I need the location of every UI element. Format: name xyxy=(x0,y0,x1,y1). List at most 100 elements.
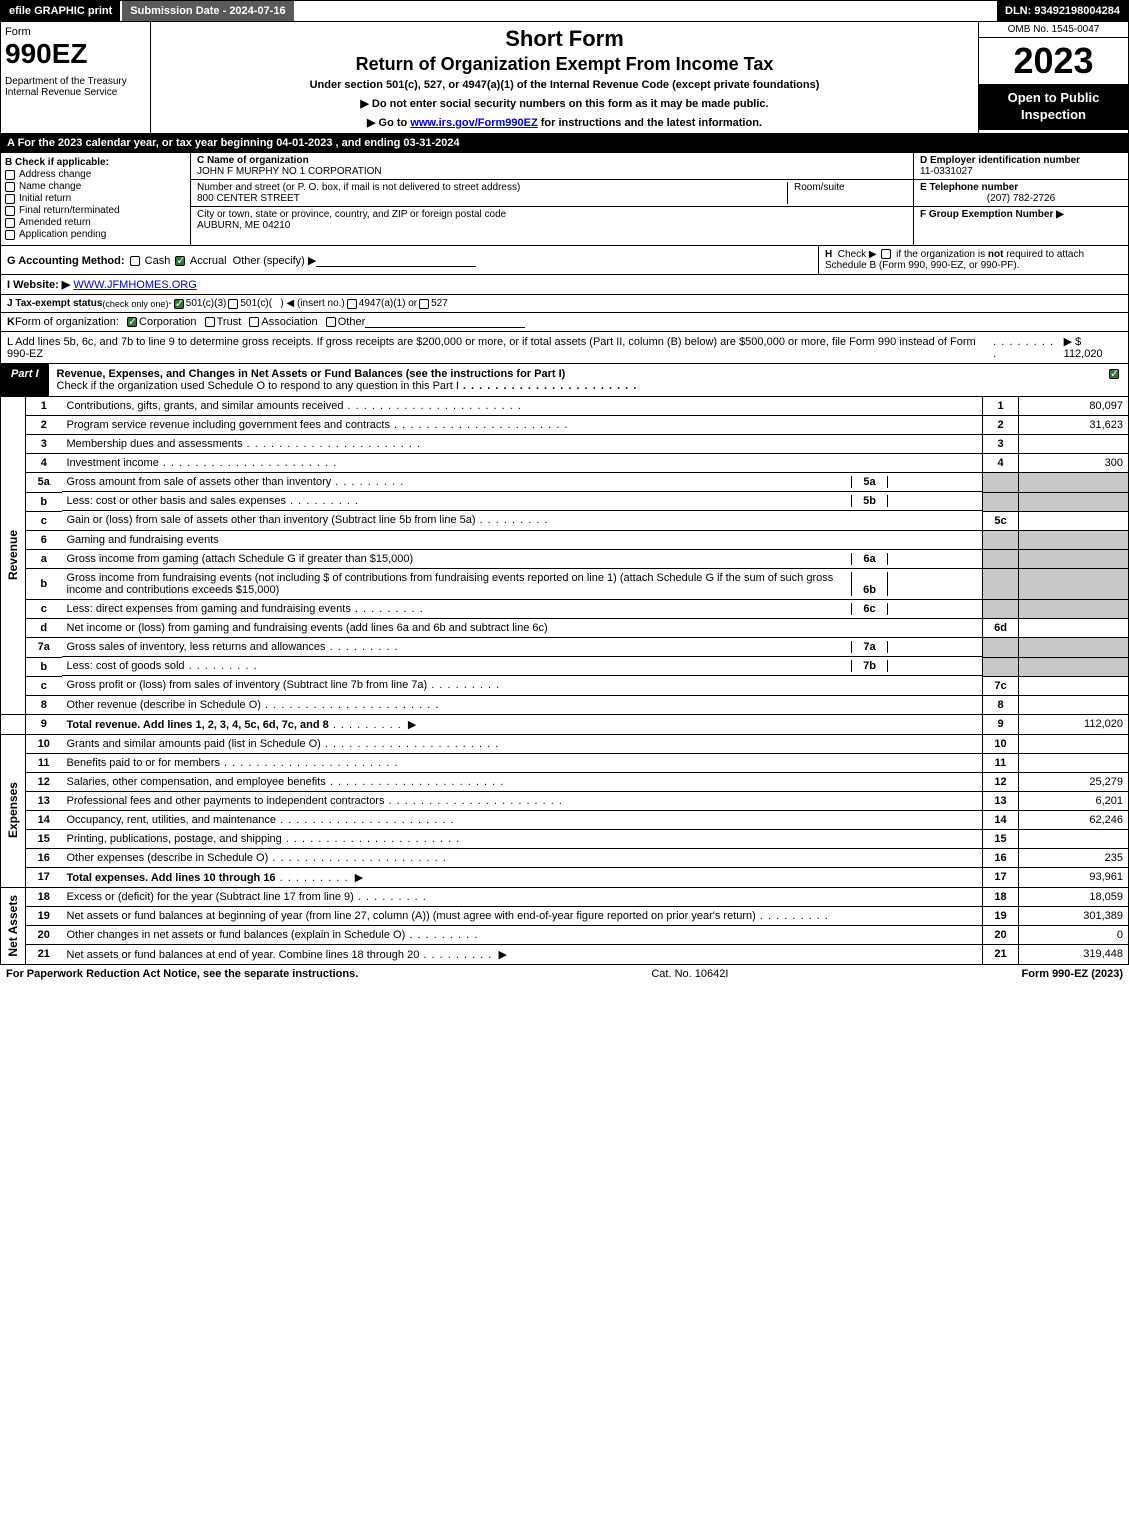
l21-text: Net assets or fund balances at end of ye… xyxy=(67,949,493,961)
chk-amended-return[interactable] xyxy=(5,218,15,228)
chk-initial-return[interactable] xyxy=(5,194,15,204)
chk-address-change[interactable] xyxy=(5,170,15,180)
ln: 18 xyxy=(26,887,62,906)
l5a-text: Gross amount from sale of assets other t… xyxy=(67,476,852,488)
l2-val: 31,623 xyxy=(1019,416,1129,435)
chk-trust[interactable] xyxy=(205,317,215,327)
l6b-inval xyxy=(887,572,977,596)
form-title-1: Short Form xyxy=(159,26,970,52)
l7a-inval xyxy=(887,641,977,653)
chk-schedule-o[interactable] xyxy=(1109,369,1119,379)
l5c-num: 5c xyxy=(983,511,1019,530)
l6b-text: Gross income from fundraising events (no… xyxy=(67,572,852,596)
l2-text: Program service revenue including govern… xyxy=(67,419,569,431)
chk-4947[interactable] xyxy=(347,299,357,309)
ln: c xyxy=(26,676,62,695)
footer-form-ref: Form 990-EZ (2023) xyxy=(1022,968,1124,980)
ln: c xyxy=(26,511,62,530)
l12-num: 12 xyxy=(983,772,1019,791)
entity-block: B Check if applicable: Address change Na… xyxy=(0,153,1129,246)
l7c-text: Gross profit or (loss) from sales of inv… xyxy=(67,679,501,691)
l7a-in: 7a xyxy=(851,641,887,653)
ln: c xyxy=(26,600,62,619)
page-footer: For Paperwork Reduction Act Notice, see … xyxy=(0,965,1129,983)
part-i-table: Revenue 1Contributions, gifts, grants, a… xyxy=(0,397,1129,965)
submission-date: Submission Date - 2024-07-16 xyxy=(122,1,295,21)
dln: DLN: 93492198004284 xyxy=(997,1,1128,21)
chk-527[interactable] xyxy=(419,299,429,309)
header-right: OMB No. 1545-0047 2023 Open to Public In… xyxy=(978,22,1128,133)
line-l-text: L Add lines 5b, 6c, and 7b to line 9 to … xyxy=(7,336,993,360)
chk-final-return[interactable] xyxy=(5,206,15,216)
group-exemption-label: F Group Exemption Number ▶ xyxy=(920,209,1064,220)
line-h: H Check ▶ if the organization is not req… xyxy=(818,246,1128,274)
l7c-num: 7c xyxy=(983,676,1019,695)
ln: b xyxy=(26,657,62,676)
other-specify-blank xyxy=(316,255,476,267)
ln: 21 xyxy=(26,944,62,964)
l3-val xyxy=(1019,435,1129,454)
l6a-text: Gross income from gaming (attach Schedul… xyxy=(67,553,852,565)
ln: 2 xyxy=(26,416,62,435)
l21-num: 21 xyxy=(983,944,1019,964)
irs-link[interactable]: www.irs.gov/Form990EZ xyxy=(410,117,537,129)
org-name: JOHN F MURPHY NO 1 CORPORATION xyxy=(197,166,382,177)
chk-schedule-b-not-required[interactable] xyxy=(881,249,891,259)
chk-501c[interactable] xyxy=(228,299,238,309)
l1-text: Contributions, gifts, grants, and simila… xyxy=(67,400,522,412)
l15-text: Printing, publications, postage, and shi… xyxy=(67,833,461,845)
i-label: I Website: ▶ xyxy=(7,278,70,291)
box-c: C Name of organizationJOHN F MURPHY NO 1… xyxy=(191,153,913,245)
ln: 8 xyxy=(26,695,62,714)
line-l: L Add lines 5b, 6c, and 7b to line 9 to … xyxy=(0,332,1129,364)
chk-other-org[interactable] xyxy=(326,317,336,327)
l19-num: 19 xyxy=(983,906,1019,925)
warning-ssn: ▶ Do not enter social security numbers o… xyxy=(159,97,970,110)
ln: 5a xyxy=(26,473,62,493)
lbl-address-change: Address change xyxy=(19,169,91,180)
footer-left: For Paperwork Reduction Act Notice, see … xyxy=(6,968,358,980)
l6d-val xyxy=(1019,619,1129,638)
l13-text: Professional fees and other payments to … xyxy=(67,795,563,807)
chk-application-pending[interactable] xyxy=(5,230,15,240)
l8-text: Other revenue (describe in Schedule O) xyxy=(67,699,440,711)
l5b-text: Less: cost or other basis and sales expe… xyxy=(67,495,852,507)
l5b-inval xyxy=(887,495,977,507)
line-l-amount: ▶ $ 112,020 xyxy=(1064,335,1122,360)
form-word: Form xyxy=(5,26,146,38)
chk-association[interactable] xyxy=(249,317,259,327)
ln: 14 xyxy=(26,810,62,829)
chk-name-change[interactable] xyxy=(5,182,15,192)
website-link[interactable]: WWW.JFMHOMES.ORG xyxy=(73,279,196,291)
ln: a xyxy=(26,549,62,569)
chk-501c3[interactable] xyxy=(174,299,184,309)
open-inspection: Open to Public Inspection xyxy=(979,84,1128,130)
arrow-icon: ▶ xyxy=(355,872,363,884)
l5b-in: 5b xyxy=(851,495,887,507)
part-i-tab: Part I xyxy=(1,364,49,396)
l7b-text: Less: cost of goods sold xyxy=(67,660,852,672)
l6c-text: Less: direct expenses from gaming and fu… xyxy=(67,603,852,615)
phone-label: E Telephone number xyxy=(920,182,1018,193)
l9-text: Total revenue. Add lines 1, 2, 3, 4, 5c,… xyxy=(67,719,329,731)
part-i-schedule-o-check xyxy=(1100,364,1128,396)
l5a-in: 5a xyxy=(851,476,887,488)
efile-print-button[interactable]: efile GRAPHIC print xyxy=(1,1,122,21)
ln: 16 xyxy=(26,848,62,867)
footer-cat-no: Cat. No. 10642I xyxy=(358,968,1021,980)
chk-corporation[interactable] xyxy=(127,317,137,327)
lbl-accrual: Accrual xyxy=(190,255,227,267)
lbl-name-change: Name change xyxy=(19,181,81,192)
ein-value: 11-0331027 xyxy=(920,166,973,177)
l7b-inval xyxy=(887,660,977,672)
l15-val xyxy=(1019,829,1129,848)
top-bar: efile GRAPHIC print Submission Date - 20… xyxy=(0,0,1129,22)
arrow-icon: ▶ xyxy=(498,949,506,961)
chk-accrual[interactable] xyxy=(175,256,185,266)
l5a-inval xyxy=(887,476,977,488)
l8-num: 8 xyxy=(983,695,1019,714)
chk-cash[interactable] xyxy=(130,256,140,266)
city-value: AUBURN, ME 04210 xyxy=(197,220,290,231)
l7a-text: Gross sales of inventory, less returns a… xyxy=(67,641,852,653)
side-net-assets: Net Assets xyxy=(6,895,20,957)
